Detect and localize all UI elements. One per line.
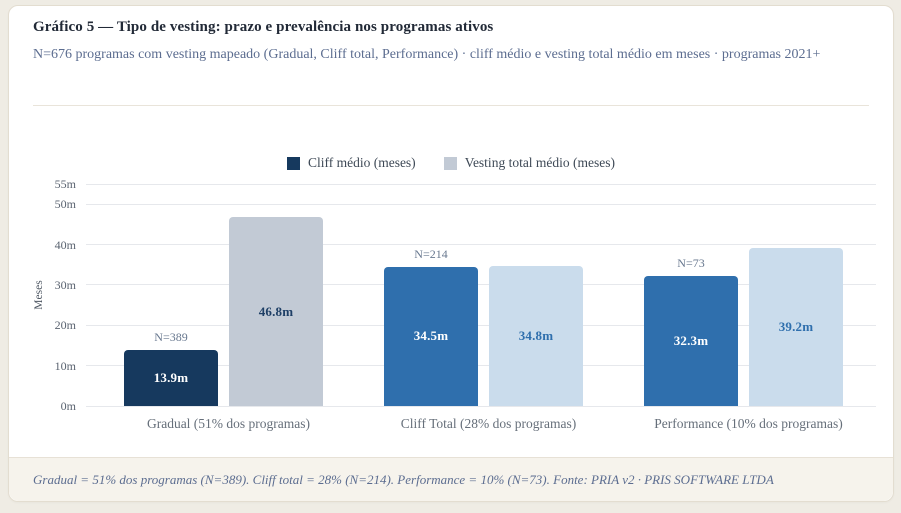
gridline-40m: [86, 244, 876, 246]
x-category-label-1: Gradual (51% dos programas): [146, 416, 311, 431]
cliff-bar-2: 34.5m: [384, 266, 478, 406]
bar-value-label: 46.8m: [258, 303, 294, 319]
n-label-2: N=214: [414, 246, 448, 261]
chart-card: Gráfico 5 — Tipo de vesting: prazo e pre…: [8, 5, 894, 502]
header-divider: [33, 105, 869, 106]
legend-label: Cliff médio (meses): [307, 155, 416, 170]
footnote-text: Gradual = 51% dos programas (N=389). Cli…: [33, 471, 774, 487]
chart-footnote: Gradual = 51% dos programas (N=389). Cli…: [9, 457, 893, 501]
gridline-30m: [86, 284, 876, 286]
bar-value-label: 39.2m: [778, 318, 814, 334]
legend-swatch-icon: [286, 156, 300, 170]
cliff-bar-1: 13.9m: [124, 349, 218, 406]
bar-value-label: 34.8m: [518, 327, 554, 343]
gridline-10m: [86, 365, 876, 367]
vesting-bar-3: 39.2m: [749, 247, 843, 406]
legend-item-cliff: Cliff médio (meses): [286, 155, 416, 171]
x-category-label-3: Performance (10% dos programas): [654, 416, 843, 431]
y-tick-label-0m: 0m: [60, 399, 76, 413]
plot-area: 0m 10m 20m 30m 40m 50m 55m 13.9m 46.8m N=389 Gradu…: [55, 177, 876, 431]
n-label-1: N=389: [154, 329, 188, 344]
n-label-3: N=73: [677, 255, 705, 270]
gridline-50m: [86, 203, 876, 205]
gridline-20m: [86, 324, 876, 326]
vesting-bar-2: 34.8m: [489, 265, 583, 406]
gridline-0m: [86, 405, 876, 407]
x-category-label-2: Cliff Total (28% dos programas): [400, 416, 577, 431]
bar-value-label: 34.5m: [413, 328, 449, 344]
y-tick-label-30m: 30m: [54, 277, 76, 292]
bar-value-label: 32.3m: [673, 332, 709, 348]
chart-title: Gráfico 5 — Tipo de vesting: prazo e pre…: [33, 19, 494, 35]
cliff-bar-3: 32.3m: [644, 275, 738, 406]
vesting-bar-1: 46.8m: [229, 217, 323, 406]
y-tick-label-10m: 10m: [54, 358, 76, 373]
legend-swatch-icon: [443, 156, 457, 170]
gridline-55m: [86, 183, 876, 185]
legend-label: Vesting total médio (meses): [464, 155, 616, 170]
y-tick-label-50m: 50m: [54, 197, 76, 212]
y-tick-label-20m: 20m: [54, 318, 76, 333]
bar-value-label: 13.9m: [153, 369, 189, 385]
chart-legend: Cliff médio (meses) Vesting total médio (…: [9, 155, 893, 171]
legend-item-vesting: Vesting total médio (meses): [443, 155, 616, 171]
y-tick-label-55m: 55m: [54, 177, 76, 191]
y-tick-label-40m: 40m: [54, 237, 76, 252]
chart-subtitle: N=676 programas com vesting mapeado (Gra…: [33, 47, 821, 62]
